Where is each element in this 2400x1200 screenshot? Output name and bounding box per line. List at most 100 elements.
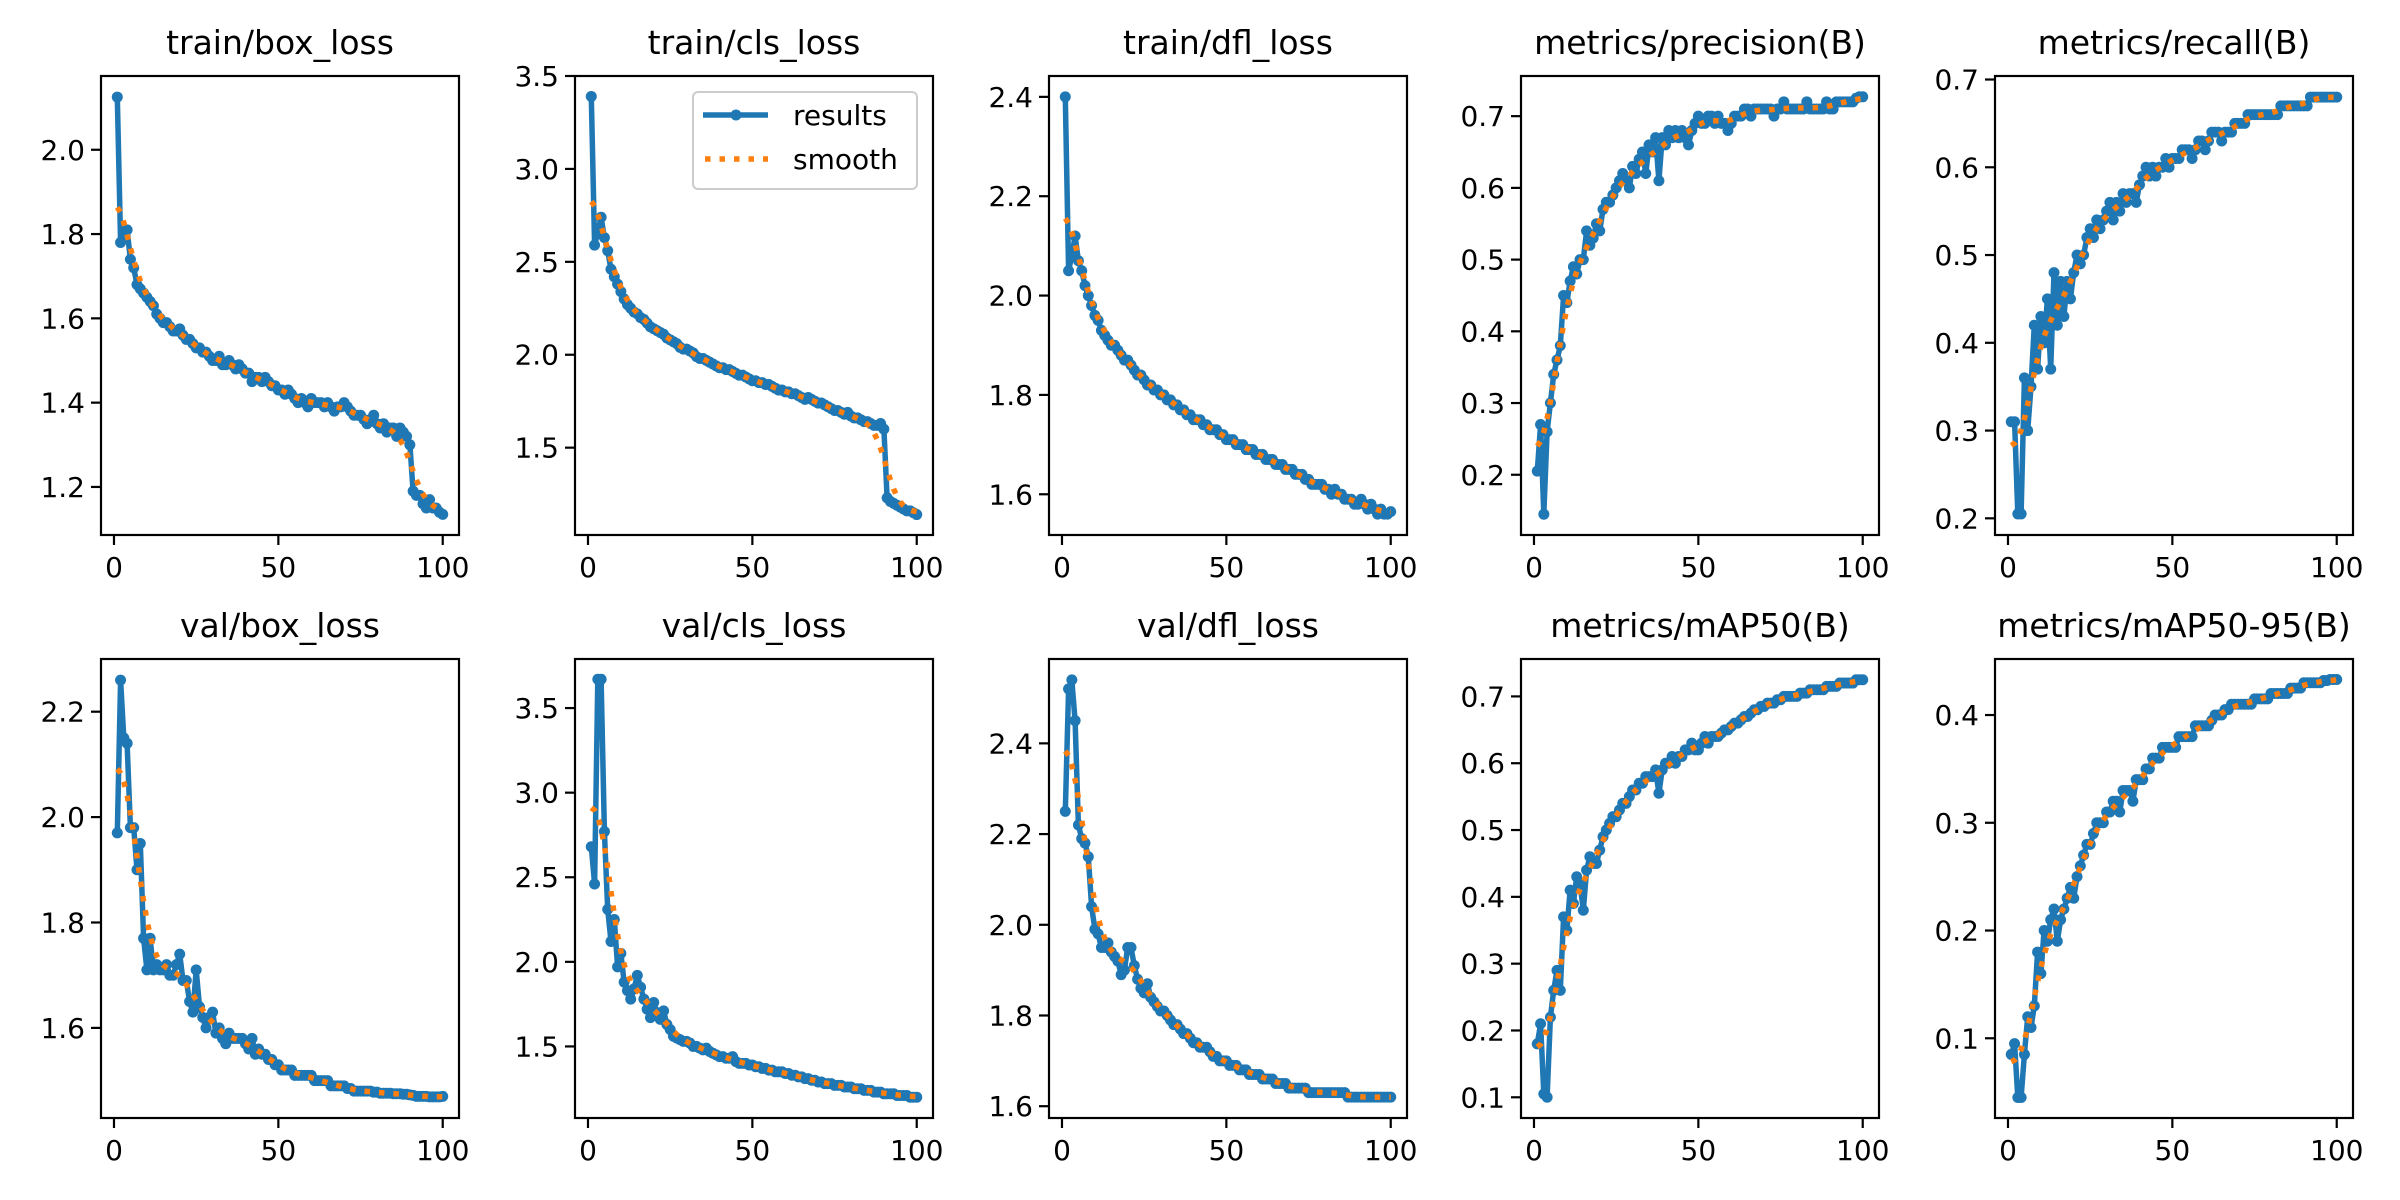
y-tick-label: 1.6: [40, 1012, 85, 1045]
data-point: [1066, 674, 1078, 686]
y-tick-label: 0.2: [1460, 1014, 1505, 1047]
axes-frame: [1047, 74, 1409, 537]
data-point: [2028, 319, 2040, 331]
smooth-line: [1062, 216, 1391, 515]
smooth-line: [2009, 94, 2337, 448]
y-tick-label: 0.3: [1460, 948, 1505, 981]
axes-frame: [573, 657, 935, 1120]
x-tick-label: 100: [2310, 551, 2363, 584]
data-point: [2051, 319, 2063, 331]
data-point: [589, 239, 601, 251]
legend: results smooth: [692, 91, 918, 190]
plot-area: [2005, 91, 2343, 520]
x-tick-label: 100: [416, 551, 469, 584]
data-point: [368, 409, 380, 421]
y-tick-label: 2.2: [988, 818, 1033, 851]
data-point: [1653, 175, 1665, 187]
x-tick-label: 0: [1053, 551, 1071, 584]
data-point: [1564, 275, 1576, 287]
plot-area: [2005, 673, 2343, 1104]
data-point: [585, 841, 597, 853]
data-point: [2064, 293, 2076, 305]
data-point: [1551, 964, 1563, 976]
data-point: [111, 827, 123, 839]
results-line: [114, 677, 444, 1100]
data-point: [121, 737, 133, 749]
axes-frame: [99, 657, 461, 1120]
data-point: [401, 430, 413, 442]
data-point: [180, 974, 192, 986]
data-point: [2038, 925, 2050, 937]
data-point: [2018, 372, 2030, 384]
data-point: [2127, 188, 2139, 200]
axes-frame: [1993, 74, 2355, 537]
smooth-line: [114, 205, 444, 513]
smooth-line: [1063, 749, 1391, 1100]
data-point: [200, 1022, 212, 1034]
smooth-line: [589, 199, 918, 515]
data-point: [424, 494, 436, 506]
data-point: [2199, 144, 2211, 156]
data-point: [1069, 715, 1081, 727]
data-point: [111, 91, 123, 103]
data-point: [1630, 168, 1642, 180]
x-tick-label: 50: [1681, 551, 1717, 584]
data-point: [2130, 196, 2142, 208]
data-point: [2041, 293, 2053, 305]
data-point: [2035, 310, 2047, 322]
plot-area: [1531, 674, 1869, 1103]
legend-label-smooth: smooth: [793, 143, 898, 176]
y-tick-label: 2.4: [988, 727, 1033, 760]
data-point: [1063, 683, 1075, 695]
y-tick-label: 2.0: [988, 280, 1033, 313]
y-tick-label: 0.2: [1934, 915, 1979, 948]
y-tick-label: 2.0: [988, 909, 1033, 942]
x-tick-label: 100: [2310, 1134, 2363, 1167]
y-tick-label: 0.4: [1934, 699, 1979, 732]
y-tick-label: 0.3: [1460, 387, 1505, 420]
x-tick-label: 0: [105, 1134, 123, 1167]
data-point: [605, 936, 617, 948]
y-tick-label: 2.0: [40, 134, 85, 167]
data-point: [1385, 1091, 1397, 1103]
data-point: [1531, 465, 1543, 477]
data-point: [2045, 363, 2057, 375]
y-tick-label: 2.2: [40, 696, 85, 729]
data-point: [1141, 978, 1153, 990]
data-point: [1082, 290, 1094, 302]
subplot-metrics-map50-b-: metrics/mAP50(B) 0 50 100 0.1 0.2 0.3 0.4 0.5 0.6…: [1460, 606, 1889, 1167]
y-tick-label: 2.2: [988, 180, 1033, 213]
y-tick-label: 0.4: [1460, 315, 1505, 348]
smooth-line: [589, 805, 917, 1100]
results-line: [114, 97, 445, 517]
data-point: [598, 232, 610, 244]
data-point: [1385, 506, 1397, 518]
y-tick-label: 2.5: [514, 246, 559, 279]
data-point: [2127, 795, 2139, 807]
smooth-line: [1535, 95, 1863, 448]
y-tick-label: 0.5: [1460, 244, 1505, 277]
data-point: [1636, 146, 1648, 158]
data-point: [170, 959, 182, 971]
subplot-val-box-loss: val/box_loss 0 50 100 1.6 1.8 2.0 2.2: [40, 606, 469, 1167]
x-tick-label: 0: [1525, 1134, 1543, 1167]
x-tick-label: 50: [2155, 551, 2191, 584]
data-point: [2009, 1038, 2021, 1050]
plot-area: [1059, 674, 1397, 1103]
x-tick-label: 50: [261, 551, 297, 584]
data-point: [1538, 508, 1550, 520]
y-tick-label: 1.5: [514, 1030, 559, 1063]
x-tick-label: 0: [1999, 551, 2017, 584]
data-point: [1577, 904, 1589, 916]
smooth-line: [1535, 678, 1863, 1050]
data-point: [589, 878, 601, 890]
results-line: [1062, 677, 1391, 1100]
x-tick-label: 0: [105, 551, 123, 584]
data-point: [2150, 170, 2162, 182]
results-line: [588, 676, 917, 1100]
subplot-title: train/dfl_loss: [1123, 23, 1333, 62]
x-tick-label: 50: [735, 551, 771, 584]
x-tick-label: 50: [261, 1134, 297, 1167]
y-tick-label: 0.2: [1934, 502, 1979, 535]
